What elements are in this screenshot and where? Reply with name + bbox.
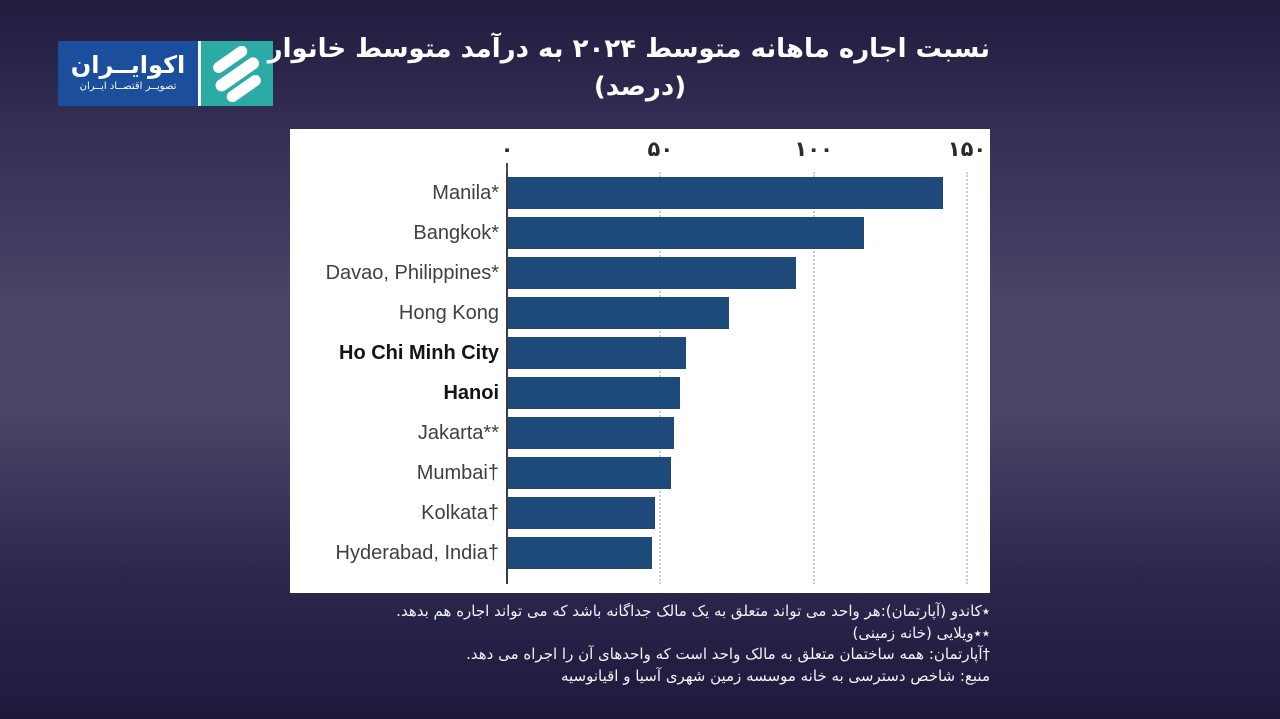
footnote-villa: ٭٭ویلایی (خانه زمینی)	[852, 623, 990, 642]
bar	[508, 537, 653, 569]
ecoiran-logo: اکوایــران تصویــر اقتصــاد ایــران	[58, 41, 273, 106]
gridline	[966, 172, 968, 584]
category-label: Mumbai†	[416, 462, 499, 484]
bar	[508, 257, 797, 289]
bar	[508, 377, 680, 409]
logo-text-box: اکوایــران تصویــر اقتصــاد ایــران	[58, 41, 198, 106]
x-tick-label: ۱۰۰	[794, 137, 833, 161]
category-label: Davao, Philippines*	[325, 262, 499, 284]
bar	[508, 217, 864, 249]
bar-chart: ۰ ۵۰ ۱۰۰ ۱۵۰ Manila* Bangkok* Davao, Philippin…	[290, 129, 990, 593]
x-tick-label: ۰	[500, 137, 514, 161]
category-label: Manila*	[432, 182, 499, 204]
logo-title: اکوایــران	[70, 51, 186, 79]
page-title-line1: نسبت اجاره ماهانه متوسط ۲۰۲۴ به درآمد مت…	[267, 34, 990, 64]
category-label: Bangkok*	[413, 222, 499, 244]
logo-subtitle: تصویــر اقتصــاد ایــران	[79, 81, 177, 92]
footnotes: ٭کاندو (آپارتمان):هر واحد می تواند متعلق…	[290, 601, 990, 687]
category-label: Hanoi	[443, 382, 499, 404]
logo-divider	[198, 41, 201, 106]
category-label: Kolkata†	[421, 502, 499, 524]
bar	[508, 177, 944, 209]
category-label: Ho Chi Minh City	[339, 342, 499, 364]
zero-tick-mark	[506, 163, 508, 173]
bar	[508, 417, 674, 449]
footnote-apartment: †آپارتمان: همه ساختمان متعلق به مالک واح…	[466, 645, 990, 663]
ecoiran-emblem-icon	[213, 45, 261, 102]
x-tick-label: ۵۰	[647, 137, 674, 161]
bar	[508, 497, 656, 529]
footnote-condo: ٭کاندو (آپارتمان):هر واحد می تواند متعلق…	[396, 602, 990, 620]
footnote-source: منبع: شاخص دسترسی به خانه موسسه زمین شهر…	[560, 666, 990, 685]
category-label: Jakarta**	[417, 422, 499, 444]
gridline	[812, 172, 815, 584]
bar	[508, 337, 686, 369]
y-axis-line	[506, 172, 508, 584]
bar	[508, 297, 729, 329]
page-title-line2: (درصد)	[593, 72, 687, 102]
page-title: نسبت اجاره ماهانه متوسط ۲۰۲۴ به درآمد مت…	[267, 30, 990, 106]
category-label: Hyderabad, India†	[335, 542, 499, 564]
x-tick-label: ۱۵۰	[947, 137, 987, 161]
logo-icon-box	[201, 41, 273, 106]
bar	[508, 457, 671, 489]
category-label: Hong Kong	[398, 302, 499, 324]
